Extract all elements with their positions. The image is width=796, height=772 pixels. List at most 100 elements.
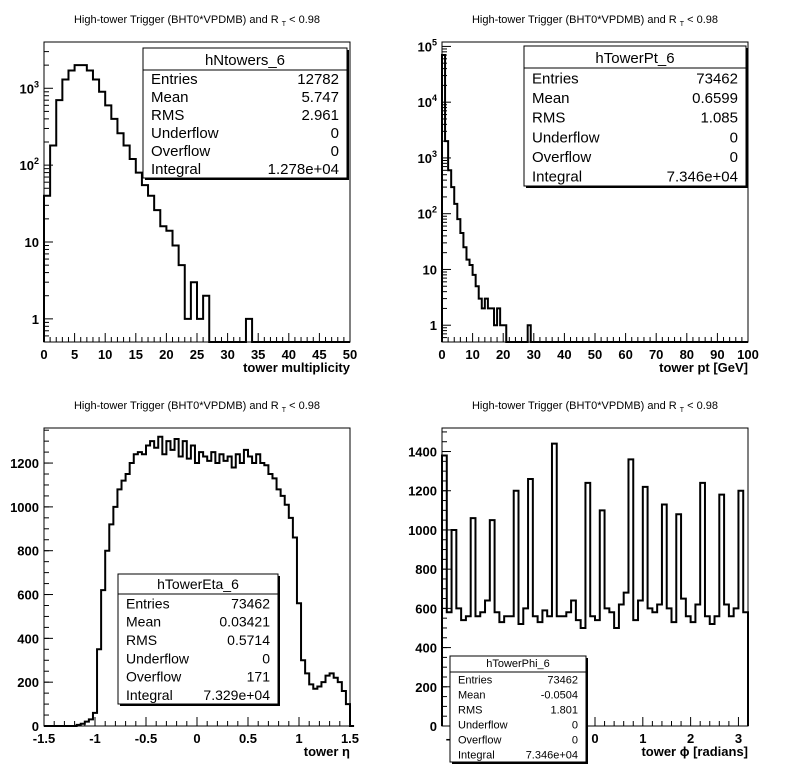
x-tick-label: -0.5: [135, 731, 157, 746]
stats-value: 0: [730, 129, 738, 146]
x-tick-label: 35: [251, 347, 265, 362]
stats-label: Underflow: [458, 720, 508, 732]
stats-value: 0: [572, 720, 578, 732]
x-tick-label: 10: [465, 347, 479, 362]
histogram-panel: High-tower Trigger (BHT0*VPDMB) and R T …: [408, 400, 749, 764]
stats-label: Underflow: [126, 650, 190, 666]
histogram-line: [441, 442, 749, 726]
x-tick-label: 45: [312, 347, 326, 362]
x-tick-label: 1: [295, 731, 302, 746]
y-tick-label: 1: [32, 312, 39, 327]
x-tick-label: 50: [588, 347, 602, 362]
y-tick-label: 1: [430, 318, 437, 333]
y-tick-label: 1200: [10, 456, 39, 471]
stats-box: hNtowers_6 Entries 12782 Mean 5.747 RMS 2.961 U…: [142, 47, 349, 180]
x-tick-label: 100: [737, 347, 759, 362]
histogram-line: [441, 54, 748, 343]
stats-value: 1.085: [700, 110, 738, 127]
y-tick-label: 0: [32, 719, 39, 734]
x-tick-label: 30: [527, 347, 541, 362]
y-tick-label: 800: [17, 544, 39, 559]
x-tick-label: 0.5: [239, 731, 257, 746]
x-tick-label: 30: [220, 347, 234, 362]
stats-title: hNtowers_6: [205, 52, 285, 69]
histogram-line: [44, 435, 355, 727]
stats-frame: [449, 655, 587, 763]
stats-label: Integral: [126, 687, 173, 703]
stats-label: Entries: [458, 675, 493, 687]
y-tick-label: 1000: [408, 523, 437, 538]
y-tick-label: 400: [17, 631, 39, 646]
y-tick-label: 102: [418, 205, 437, 222]
y-tick-label: 102: [20, 156, 39, 173]
stats-box: hTowerPt_6 Entries 73462 Mean 0.6599 RMS 1.085…: [523, 45, 748, 188]
stats-label: Overflow: [458, 735, 501, 747]
stats-value: 0.6599: [692, 90, 738, 107]
stats-label: Underflow: [151, 125, 219, 142]
x-tick-label: 60: [618, 347, 632, 362]
stats-label: Underflow: [532, 129, 600, 146]
x-tick-label: 70: [649, 347, 663, 362]
x-tick-label: -1: [89, 731, 101, 746]
x-tick-label: 0: [193, 731, 200, 746]
stats-box: hTowerEta_6 Entries 73462 Mean 0.03421 RMS 0.5…: [117, 573, 280, 706]
histogram-panel: High-tower Trigger (BHT0*VPDMB) and R T …: [10, 400, 359, 759]
x-tick-label: 20: [496, 347, 510, 362]
x-tick-label: 0: [40, 347, 47, 362]
stats-value: 7.329e+04: [203, 687, 270, 703]
x-tick-label: 3: [735, 731, 742, 746]
stats-label: Entries: [151, 71, 198, 88]
stats-title: hTowerEta_6: [157, 576, 239, 592]
stats-value: 1.278e+04: [268, 161, 339, 178]
stats-value: 0.5714: [227, 632, 270, 648]
y-tick-label: 200: [17, 675, 39, 690]
y-tick-label: 10: [423, 262, 437, 277]
x-tick-label: 0: [591, 731, 598, 746]
y-tick-label: 1000: [10, 500, 39, 515]
y-tick-label: 0: [430, 719, 437, 734]
stats-label: Mean: [458, 690, 486, 702]
x-tick-label: 90: [710, 347, 724, 362]
y-tick-label: 1400: [408, 445, 437, 460]
stats-frame: [117, 573, 279, 705]
stats-box: hTowerPhi_6 Entries 73462 Mean -0.0504 RMS 1.8…: [449, 655, 588, 764]
stats-label: Overflow: [151, 143, 210, 160]
x-tick-label: 2: [687, 731, 694, 746]
x-axis-label: tower pt [GeV]: [659, 360, 748, 375]
x-axis-label: tower η: [304, 744, 350, 759]
plot-title: High-tower Trigger (BHT0*VPDMB) and R T …: [472, 400, 718, 414]
x-tick-label: 1: [639, 731, 646, 746]
y-tick-label: 600: [17, 588, 39, 603]
stats-value: 73462: [547, 675, 578, 687]
x-tick-label: 10: [98, 347, 112, 362]
y-tick-label: 103: [418, 149, 437, 166]
x-tick-label: 5: [71, 347, 78, 362]
stats-label: RMS: [126, 632, 157, 648]
plot-title: High-tower Trigger (BHT0*VPDMB) and R T …: [74, 14, 320, 28]
stats-label: Integral: [458, 750, 495, 762]
y-tick-label: 104: [418, 93, 437, 110]
stats-value: 5.747: [301, 89, 339, 106]
x-axis-label: tower ϕ [radians]: [641, 744, 748, 759]
y-tick-label: 105: [418, 37, 437, 54]
stats-value: 171: [247, 669, 271, 685]
x-tick-label: 0: [438, 347, 445, 362]
stats-label: RMS: [532, 110, 565, 127]
stats-value: 2.961: [301, 107, 339, 124]
stats-value: 73462: [696, 70, 738, 87]
histogram-line: [43, 64, 350, 343]
histogram-panel: High-tower Trigger (BHT0*VPDMB) and R T …: [20, 14, 358, 375]
stats-frame: [523, 45, 747, 187]
y-tick-label: 800: [415, 562, 437, 577]
stats-value: 0: [262, 650, 270, 666]
y-tick-label: 10: [25, 235, 39, 250]
stats-label: Overflow: [532, 149, 591, 166]
stats-value: 0.03421: [219, 614, 270, 630]
x-tick-label: 25: [190, 347, 204, 362]
y-tick-label: 200: [415, 680, 437, 695]
y-tick-label: 103: [20, 79, 39, 96]
stats-value: 0: [572, 735, 578, 747]
x-tick-label: 1.5: [341, 731, 359, 746]
x-tick-label: 80: [680, 347, 694, 362]
